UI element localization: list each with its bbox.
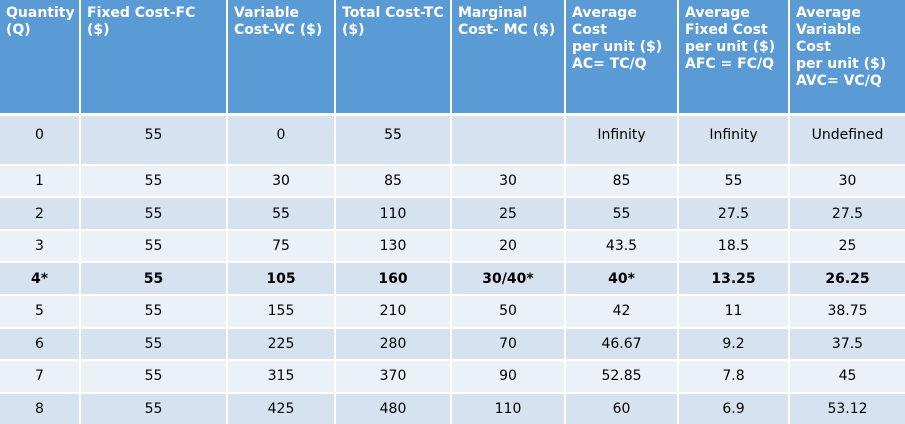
cell-quantity: 2: [0, 196, 81, 230]
cell-marginal-cost: 70: [451, 326, 566, 361]
cell-average-fixed-cost: 6.9: [678, 391, 790, 424]
cell-average-cost: 43.5: [565, 228, 679, 263]
table-body: 0 55 0 55 Infinity Infinity Undefined 1 55 30 85 30…: [0, 113, 905, 424]
cell-average-fixed-cost: 9.2: [678, 326, 790, 361]
cell-average-cost: 60: [565, 391, 679, 424]
cell-variable-cost: 30: [227, 163, 336, 198]
cell-variable-cost: 105: [227, 261, 336, 295]
cell-fixed-cost: 55: [80, 391, 228, 424]
cell-quantity: 5: [0, 294, 81, 328]
cell-average-variable-cost: 25: [789, 228, 905, 263]
cell-average-cost: 55: [565, 196, 679, 230]
header-average-cost: Average Cost per unit ($) AC= TC/Q: [565, 0, 679, 116]
cell-average-variable-cost: 26.25: [789, 261, 905, 295]
cell-total-cost: 110: [335, 196, 452, 230]
cell-average-variable-cost: 45: [789, 359, 905, 393]
cell-variable-cost: 225: [227, 326, 336, 361]
table-row: 4* 55 105 160 30/40* 40* 13.25 26.25: [0, 261, 905, 295]
table-header: Quantity (Q) Fixed Cost-FC ($) Variable …: [0, 0, 905, 116]
header-average-fixed-cost: Average Fixed Cost per unit ($) AFC = FC…: [678, 0, 790, 116]
cell-quantity: 6: [0, 326, 81, 361]
cell-average-cost: 85: [565, 163, 679, 198]
cell-total-cost: 480: [335, 391, 452, 424]
cell-average-variable-cost: 53.12: [789, 391, 905, 424]
cell-variable-cost: 425: [227, 391, 336, 424]
cell-marginal-cost: 20: [451, 228, 566, 263]
cell-average-variable-cost: 30: [789, 163, 905, 198]
cell-average-cost: 40*: [565, 261, 679, 295]
cell-total-cost: 55: [335, 113, 452, 165]
header-marginal-cost: Marginal Cost- MC ($): [451, 0, 566, 116]
cell-marginal-cost: 110: [451, 391, 566, 424]
cell-fixed-cost: 55: [80, 326, 228, 361]
table-row: 8 55 425 480 110 60 6.9 53.12: [0, 391, 905, 424]
cell-marginal-cost: 30: [451, 163, 566, 198]
table-row: 2 55 55 110 25 55 27.5 27.5: [0, 196, 905, 230]
cell-average-fixed-cost: 55: [678, 163, 790, 198]
header-row: Quantity (Q) Fixed Cost-FC ($) Variable …: [0, 0, 905, 116]
cell-fixed-cost: 55: [80, 163, 228, 198]
cell-marginal-cost: 90: [451, 359, 566, 393]
cell-quantity: 4*: [0, 261, 81, 295]
header-variable-cost: Variable Cost-VC ($): [227, 0, 336, 116]
table-row: 5 55 155 210 50 42 11 38.75: [0, 294, 905, 328]
cell-total-cost: 160: [335, 261, 452, 295]
cell-total-cost: 210: [335, 294, 452, 328]
cell-average-cost: 42: [565, 294, 679, 328]
cell-average-variable-cost: 37.5: [789, 326, 905, 361]
cell-fixed-cost: 55: [80, 113, 228, 165]
cell-quantity: 7: [0, 359, 81, 393]
cell-total-cost: 370: [335, 359, 452, 393]
cell-total-cost: 280: [335, 326, 452, 361]
cell-fixed-cost: 55: [80, 261, 228, 295]
table-row: 0 55 0 55 Infinity Infinity Undefined: [0, 113, 905, 165]
cell-marginal-cost: 25: [451, 196, 566, 230]
cell-average-fixed-cost: 18.5: [678, 228, 790, 263]
table-row: 1 55 30 85 30 85 55 30: [0, 163, 905, 198]
cell-average-fixed-cost: 11: [678, 294, 790, 328]
cell-average-fixed-cost: 27.5: [678, 196, 790, 230]
cell-average-fixed-cost: 7.8: [678, 359, 790, 393]
cell-total-cost: 85: [335, 163, 452, 198]
cell-average-cost: Infinity: [565, 113, 679, 165]
cell-quantity: 1: [0, 163, 81, 198]
cell-average-fixed-cost: Infinity: [678, 113, 790, 165]
header-total-cost: Total Cost-TC ($): [335, 0, 452, 116]
cell-variable-cost: 315: [227, 359, 336, 393]
table-row: 3 55 75 130 20 43.5 18.5 25: [0, 228, 905, 263]
cell-average-cost: 46.67: [565, 326, 679, 361]
cell-marginal-cost: 30/40*: [451, 261, 566, 295]
cell-marginal-cost: [451, 113, 566, 165]
cell-average-variable-cost: 38.75: [789, 294, 905, 328]
cell-fixed-cost: 55: [80, 359, 228, 393]
cell-average-variable-cost: Undefined: [789, 113, 905, 165]
cell-total-cost: 130: [335, 228, 452, 263]
cell-variable-cost: 0: [227, 113, 336, 165]
cell-average-cost: 52.85: [565, 359, 679, 393]
table-row: 6 55 225 280 70 46.67 9.2 37.5: [0, 326, 905, 361]
header-fixed-cost: Fixed Cost-FC ($): [80, 0, 228, 116]
header-average-variable-cost: Average Variable Cost per unit ($) AVC= …: [789, 0, 905, 116]
cell-variable-cost: 75: [227, 228, 336, 263]
cell-quantity: 0: [0, 113, 81, 165]
cell-variable-cost: 155: [227, 294, 336, 328]
cell-variable-cost: 55: [227, 196, 336, 230]
cell-fixed-cost: 55: [80, 196, 228, 230]
cell-quantity: 8: [0, 391, 81, 424]
cell-fixed-cost: 55: [80, 228, 228, 263]
cell-marginal-cost: 50: [451, 294, 566, 328]
cell-average-variable-cost: 27.5: [789, 196, 905, 230]
header-quantity: Quantity (Q): [0, 0, 81, 116]
cell-average-fixed-cost: 13.25: [678, 261, 790, 295]
table-row: 7 55 315 370 90 52.85 7.8 45: [0, 359, 905, 393]
cell-fixed-cost: 55: [80, 294, 228, 328]
cell-quantity: 3: [0, 228, 81, 263]
